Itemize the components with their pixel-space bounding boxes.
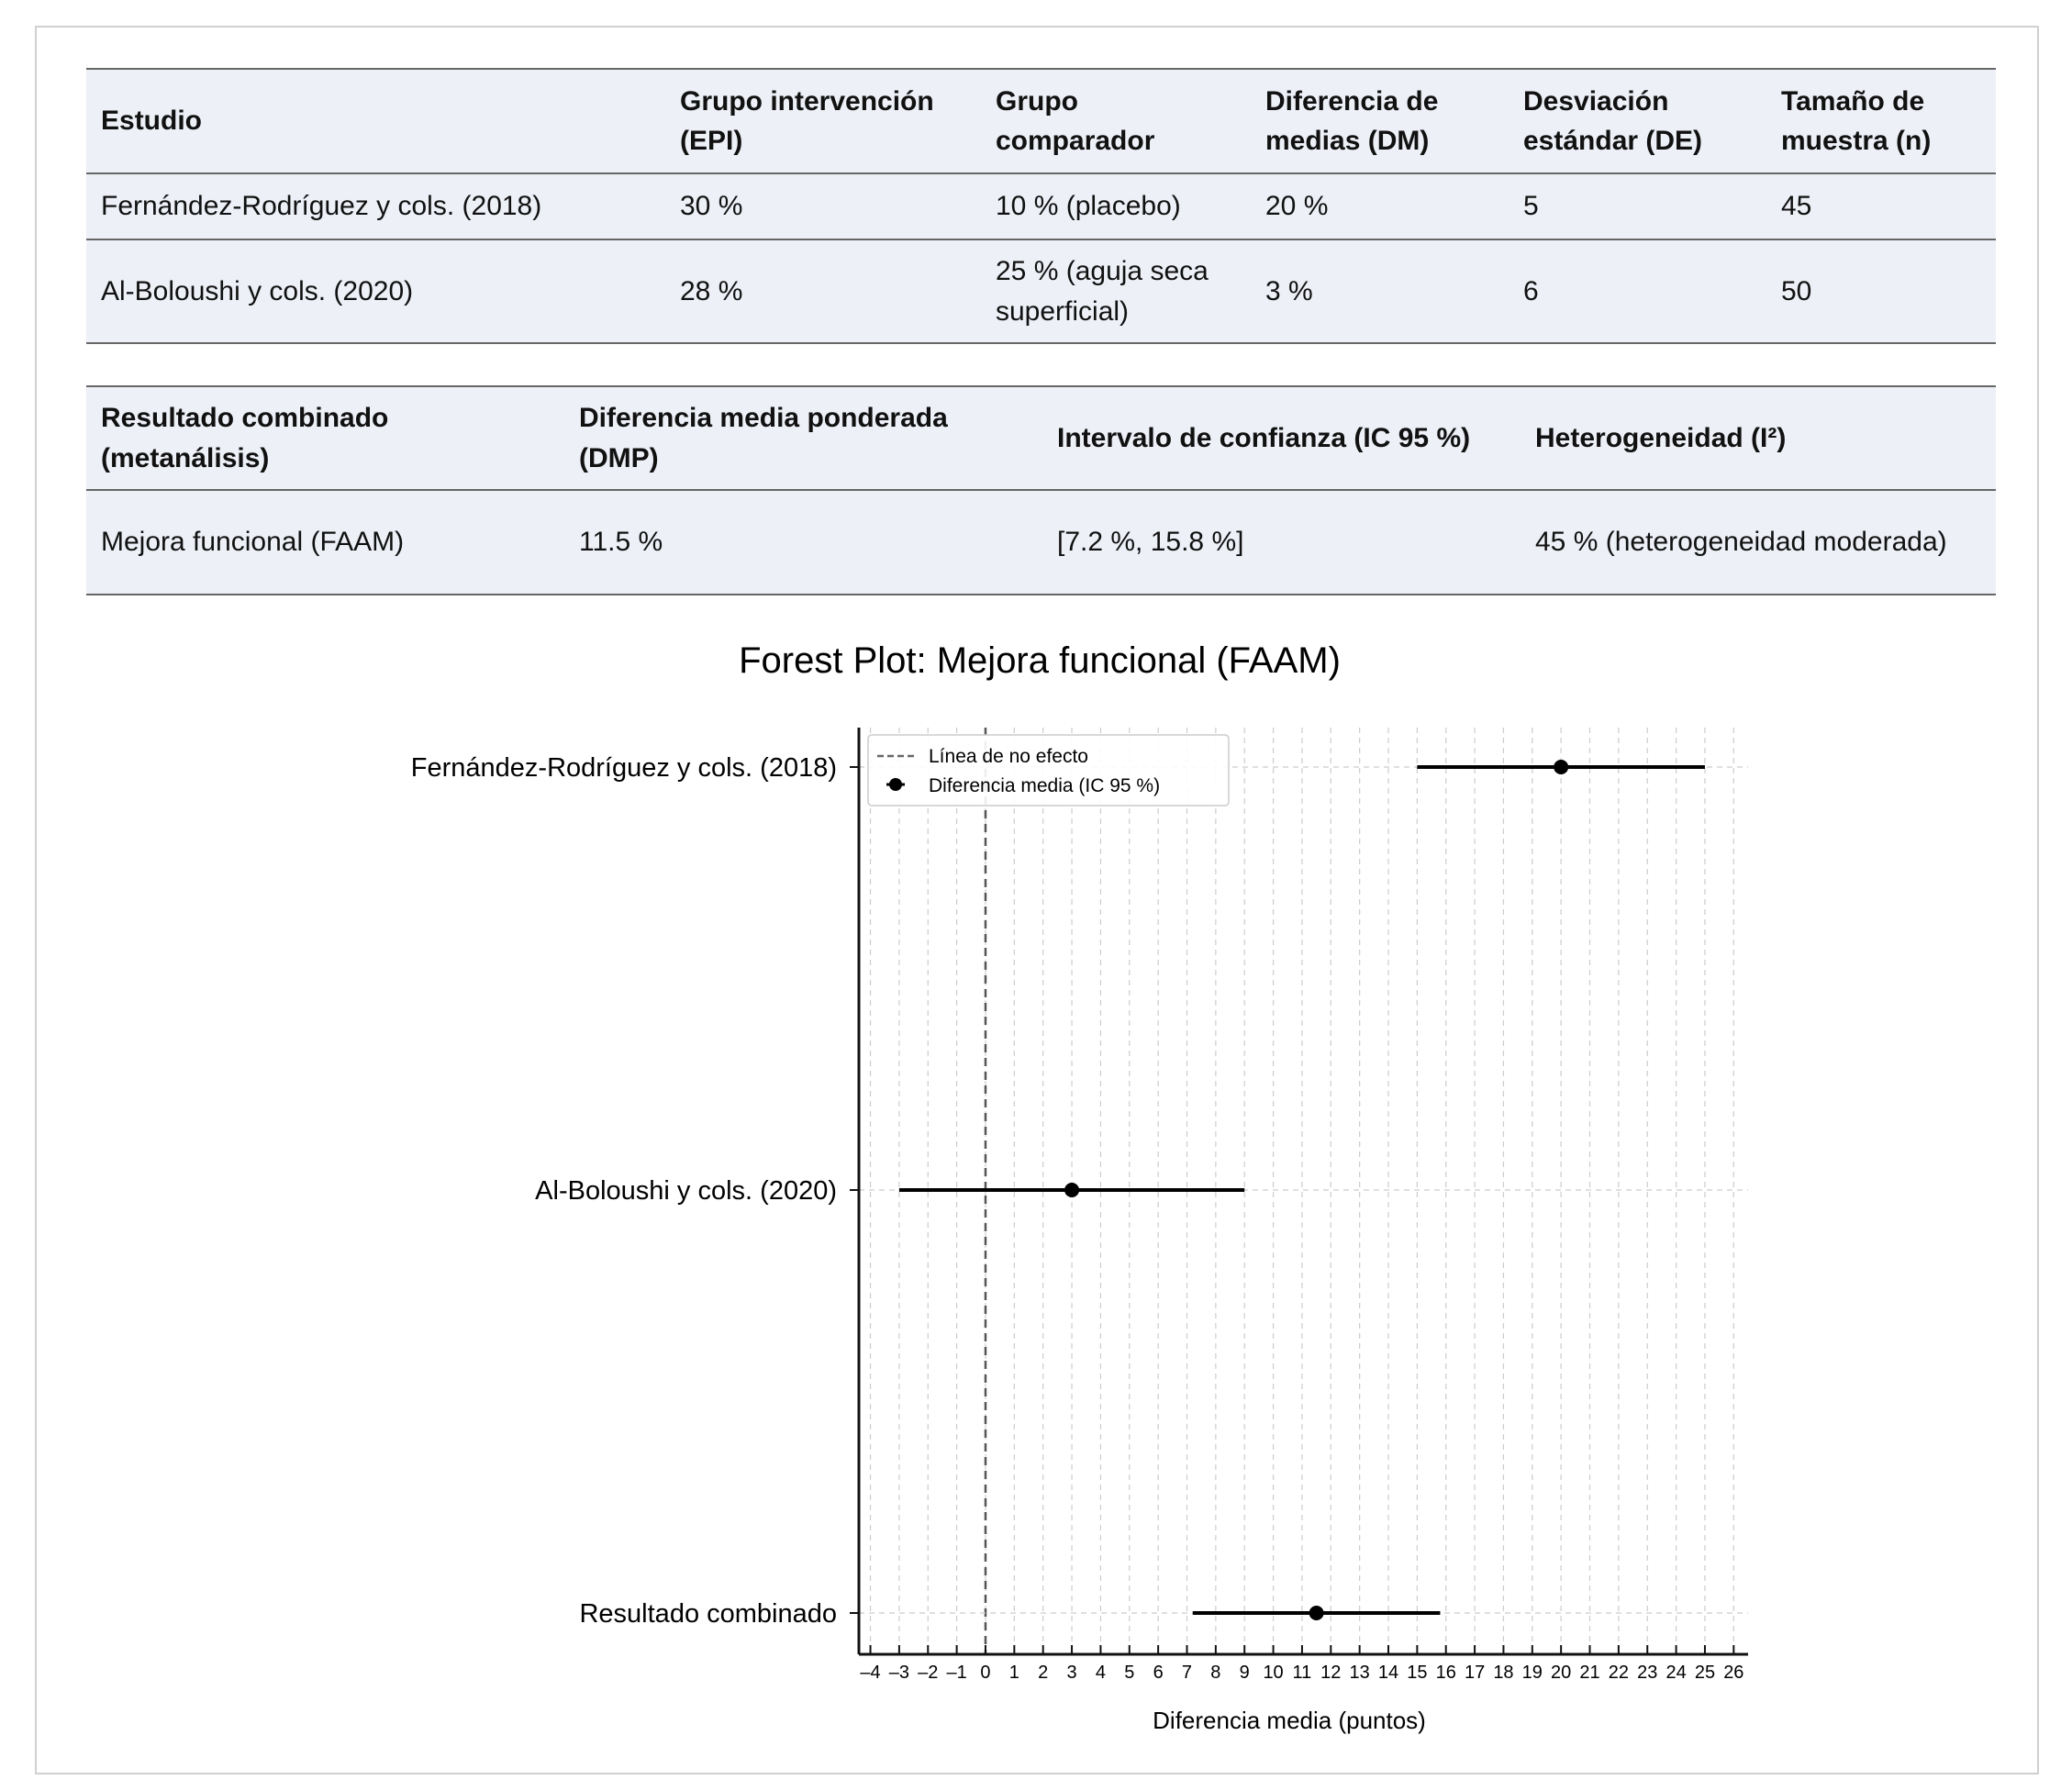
header-cell: Diferencia de medias (DM) bbox=[1251, 68, 1509, 174]
x-tick-label: 22 bbox=[1609, 1663, 1629, 1683]
x-tick-label: 25 bbox=[1695, 1663, 1715, 1683]
table-header-row: Estudio Grupo intervención (EPI) Grupo c… bbox=[86, 68, 1996, 174]
header-cell: Grupo intervención (EPI) bbox=[665, 68, 981, 174]
x-tick-label: –2 bbox=[918, 1663, 938, 1683]
header-cell: Desviación estándar (DE) bbox=[1509, 68, 1766, 174]
table-header-row: Resultado combinado (metanálisis) Difere… bbox=[86, 385, 1996, 491]
cell: Fernández-Rodríguez y cols. (2018) bbox=[86, 173, 665, 240]
header-cell: Intervalo de confianza (IC 95 %) bbox=[1042, 385, 1521, 491]
cell: 30 % bbox=[665, 173, 981, 240]
cell: 3 % bbox=[1251, 239, 1509, 344]
y-tick-label: Resultado combinado bbox=[579, 1599, 837, 1629]
cell: [7.2 %, 15.8 %] bbox=[1042, 490, 1521, 595]
legend-entry: Diferencia media (IC 95 %) bbox=[929, 775, 1160, 796]
y-tick-label: Al-Boloushi y cols. (2020) bbox=[535, 1176, 837, 1206]
cell: 5 bbox=[1509, 173, 1766, 240]
cell: 11.5 % bbox=[564, 490, 1042, 595]
x-tick-label: 0 bbox=[980, 1663, 990, 1683]
header-cell: Diferencia media ponderada (DMP) bbox=[564, 385, 1042, 491]
x-tick-label: 23 bbox=[1637, 1663, 1657, 1683]
cell: 10 % (placebo) bbox=[981, 173, 1251, 240]
mean-point bbox=[1554, 760, 1569, 774]
legend-box bbox=[867, 734, 1230, 807]
x-tick-label: 3 bbox=[1066, 1663, 1076, 1683]
x-tick-label: 24 bbox=[1665, 1663, 1686, 1683]
cell: 25 % (aguja seca superficial) bbox=[981, 239, 1251, 344]
header-cell: Heterogeneidad (I²) bbox=[1521, 385, 1996, 491]
x-tick-label: 15 bbox=[1407, 1663, 1427, 1683]
header-cell: Grupo comparador bbox=[981, 68, 1251, 174]
mean-point bbox=[1309, 1606, 1324, 1620]
legend-entry: Línea de no efecto bbox=[929, 746, 1088, 767]
x-tick-label: 7 bbox=[1182, 1663, 1192, 1683]
header-cell: Estudio bbox=[86, 68, 665, 174]
x-tick-label: 12 bbox=[1320, 1663, 1341, 1683]
x-tick-label: –4 bbox=[860, 1663, 880, 1683]
x-tick-label: 19 bbox=[1522, 1663, 1543, 1683]
figure-frame bbox=[35, 26, 2039, 1774]
x-tick-label: –3 bbox=[889, 1663, 909, 1683]
mean-point bbox=[1064, 1183, 1080, 1197]
legend: Línea de no efecto Diferencia media (IC … bbox=[867, 734, 1230, 807]
legend-marker-icon bbox=[889, 778, 902, 791]
header-cell: Tamaño de muestra (n) bbox=[1766, 68, 1996, 174]
x-tick-label: 18 bbox=[1493, 1663, 1513, 1683]
x-tick-label: 2 bbox=[1038, 1663, 1048, 1683]
table-row: Mejora funcional (FAAM) 11.5 % [7.2 %, 1… bbox=[86, 490, 1996, 595]
x-tick-label: 21 bbox=[1579, 1663, 1599, 1683]
studies-table: Estudio Grupo intervención (EPI) Grupo c… bbox=[86, 68, 1996, 344]
table-row: Al-Boloushi y cols. (2020) 28 % 25 % (ag… bbox=[86, 239, 1996, 344]
x-tick-label: 5 bbox=[1124, 1663, 1134, 1683]
y-tick-label: Fernández-Rodríguez y cols. (2018) bbox=[411, 753, 837, 783]
chart-title: Forest Plot: Mejora funcional (FAAM) bbox=[739, 640, 1341, 681]
x-tick-label: –1 bbox=[946, 1663, 966, 1683]
header-cell: Resultado combinado (metanálisis) bbox=[86, 385, 564, 491]
x-tick-label: 20 bbox=[1551, 1663, 1571, 1683]
table-row: Fernández-Rodríguez y cols. (2018) 30 % … bbox=[86, 173, 1996, 240]
cell: 50 bbox=[1766, 239, 1996, 344]
x-tick-label: 9 bbox=[1240, 1663, 1250, 1683]
x-tick-label: 13 bbox=[1350, 1663, 1370, 1683]
cell: 45 bbox=[1766, 173, 1996, 240]
cell: 20 % bbox=[1251, 173, 1509, 240]
pooled-table: Resultado combinado (metanálisis) Difere… bbox=[86, 385, 1996, 595]
x-tick-label: 26 bbox=[1723, 1663, 1743, 1683]
x-axis-label: Diferencia media (puntos) bbox=[1153, 1707, 1426, 1734]
x-tick-label: 17 bbox=[1465, 1663, 1485, 1683]
cell: Mejora funcional (FAAM) bbox=[86, 490, 564, 595]
cell: 45 % (heterogeneidad moderada) bbox=[1521, 490, 1996, 595]
x-tick-label: 10 bbox=[1263, 1663, 1283, 1683]
x-tick-label: 11 bbox=[1293, 1663, 1312, 1683]
cell: 28 % bbox=[665, 239, 981, 344]
x-tick-label: 8 bbox=[1210, 1663, 1220, 1683]
x-tick-label: 16 bbox=[1436, 1663, 1456, 1683]
cell: 6 bbox=[1509, 239, 1766, 344]
x-tick-label: 1 bbox=[1009, 1663, 1019, 1683]
cell: Al-Boloushi y cols. (2020) bbox=[86, 239, 665, 344]
x-tick-label: 6 bbox=[1153, 1663, 1164, 1683]
x-tick-label: 4 bbox=[1096, 1663, 1106, 1683]
x-tick-label: 14 bbox=[1378, 1663, 1398, 1683]
